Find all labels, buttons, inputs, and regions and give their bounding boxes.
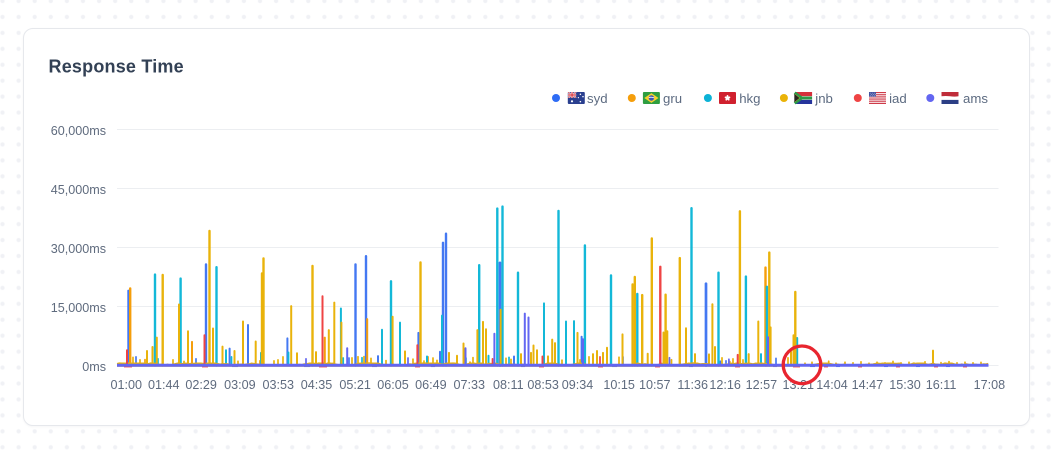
- svg-text:07:33: 07:33: [453, 378, 485, 392]
- svg-text:15,000ms: 15,000ms: [51, 301, 106, 315]
- svg-text:Response Time: Response Time: [49, 57, 184, 77]
- svg-text:10:57: 10:57: [639, 378, 671, 392]
- svg-text:iad: iad: [889, 91, 907, 106]
- svg-text:05:21: 05:21: [339, 378, 371, 392]
- svg-text:02:29: 02:29: [185, 378, 217, 392]
- svg-text:03:53: 03:53: [263, 378, 295, 392]
- svg-text:04:35: 04:35: [301, 378, 333, 392]
- svg-text:hkg: hkg: [739, 91, 760, 106]
- svg-text:16:11: 16:11: [926, 378, 957, 392]
- svg-text:60,000ms: 60,000ms: [51, 124, 106, 138]
- svg-text:17:08: 17:08: [974, 378, 1006, 392]
- svg-text:06:05: 06:05: [377, 378, 409, 392]
- svg-text:syd: syd: [587, 91, 608, 106]
- svg-text:12:57: 12:57: [746, 378, 778, 392]
- svg-text:03:09: 03:09: [224, 378, 256, 392]
- svg-text:06:49: 06:49: [415, 378, 447, 392]
- svg-text:13:21: 13:21: [782, 378, 814, 392]
- svg-text:15:30: 15:30: [889, 378, 921, 392]
- svg-text:jnb: jnb: [814, 91, 833, 106]
- svg-text:30,000ms: 30,000ms: [51, 242, 106, 256]
- svg-text:0ms: 0ms: [82, 360, 106, 374]
- svg-text:01:00: 01:00: [111, 378, 143, 392]
- svg-text:08:11: 08:11: [493, 378, 524, 392]
- svg-text:14:47: 14:47: [852, 378, 884, 392]
- svg-text:ams: ams: [963, 91, 988, 106]
- svg-text:12:16: 12:16: [709, 378, 741, 392]
- svg-text:09:34: 09:34: [562, 378, 594, 392]
- svg-text:11:36: 11:36: [677, 378, 708, 392]
- svg-text:gru: gru: [663, 91, 682, 106]
- svg-text:08:53: 08:53: [527, 378, 559, 392]
- svg-text:14:04: 14:04: [816, 378, 848, 392]
- svg-text:01:44: 01:44: [148, 378, 180, 392]
- svg-text:10:15: 10:15: [603, 378, 635, 392]
- svg-text:45,000ms: 45,000ms: [51, 183, 106, 197]
